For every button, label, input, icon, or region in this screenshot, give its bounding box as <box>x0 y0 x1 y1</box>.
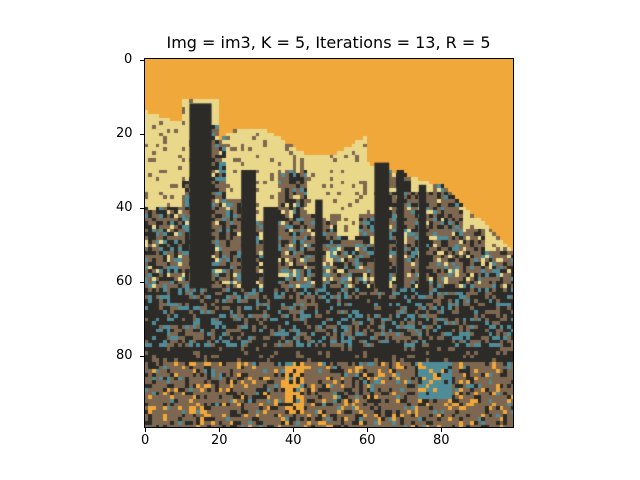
y-tick-mark-60 <box>140 282 144 283</box>
y-tick-label-0: 0 <box>124 52 133 67</box>
x-tick-label-20: 20 <box>211 433 228 448</box>
plot-area <box>144 58 514 428</box>
x-tick-mark-60 <box>367 428 368 432</box>
x-tick-label-0: 0 <box>141 433 150 448</box>
x-tick-mark-40 <box>293 428 294 432</box>
x-tick-mark-0 <box>145 428 146 432</box>
y-tick-mark-80 <box>140 356 144 357</box>
y-tick-label-60: 60 <box>116 274 133 289</box>
y-tick-mark-40 <box>140 208 144 209</box>
x-tick-label-80: 80 <box>433 433 450 448</box>
x-tick-mark-20 <box>219 428 220 432</box>
y-tick-mark-20 <box>140 134 144 135</box>
plot-title: Img = im3, K = 5, Iterations = 13, R = 5 <box>166 33 491 52</box>
y-tick-label-40: 40 <box>116 200 133 215</box>
y-tick-mark-0 <box>140 60 144 61</box>
x-tick-mark-80 <box>441 428 442 432</box>
y-tick-label-80: 80 <box>116 348 133 363</box>
y-tick-label-20: 20 <box>116 126 133 141</box>
quantized-image <box>145 59 513 427</box>
x-tick-label-60: 60 <box>359 433 376 448</box>
x-tick-label-40: 40 <box>285 433 302 448</box>
